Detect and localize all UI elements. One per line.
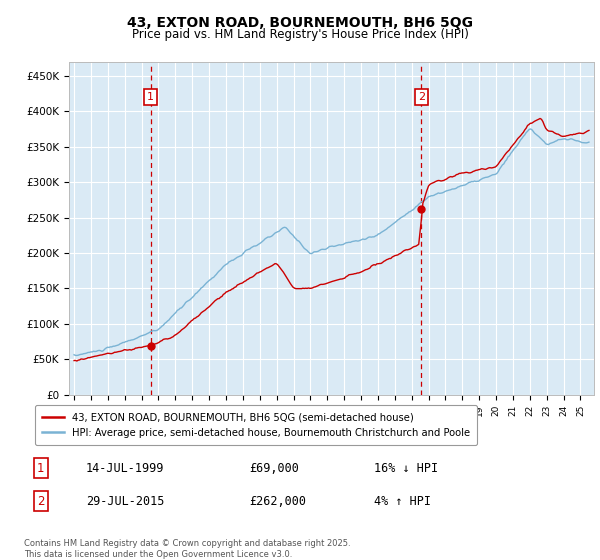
Text: 2: 2 — [418, 92, 425, 102]
Text: 14-JUL-1999: 14-JUL-1999 — [86, 461, 164, 475]
Text: Price paid vs. HM Land Registry's House Price Index (HPI): Price paid vs. HM Land Registry's House … — [131, 28, 469, 41]
Text: 4% ↑ HPI: 4% ↑ HPI — [374, 494, 431, 508]
Text: £262,000: £262,000 — [250, 494, 307, 508]
Text: 1: 1 — [147, 92, 154, 102]
Text: £69,000: £69,000 — [250, 461, 299, 475]
Text: 1: 1 — [37, 461, 44, 475]
Text: Contains HM Land Registry data © Crown copyright and database right 2025.
This d: Contains HM Land Registry data © Crown c… — [24, 539, 350, 559]
Text: 16% ↓ HPI: 16% ↓ HPI — [374, 461, 438, 475]
Legend: 43, EXTON ROAD, BOURNEMOUTH, BH6 5QG (semi-detached house), HPI: Average price, : 43, EXTON ROAD, BOURNEMOUTH, BH6 5QG (se… — [35, 405, 477, 445]
Text: 29-JUL-2015: 29-JUL-2015 — [86, 494, 164, 508]
Text: 2: 2 — [37, 494, 44, 508]
Text: 43, EXTON ROAD, BOURNEMOUTH, BH6 5QG: 43, EXTON ROAD, BOURNEMOUTH, BH6 5QG — [127, 16, 473, 30]
